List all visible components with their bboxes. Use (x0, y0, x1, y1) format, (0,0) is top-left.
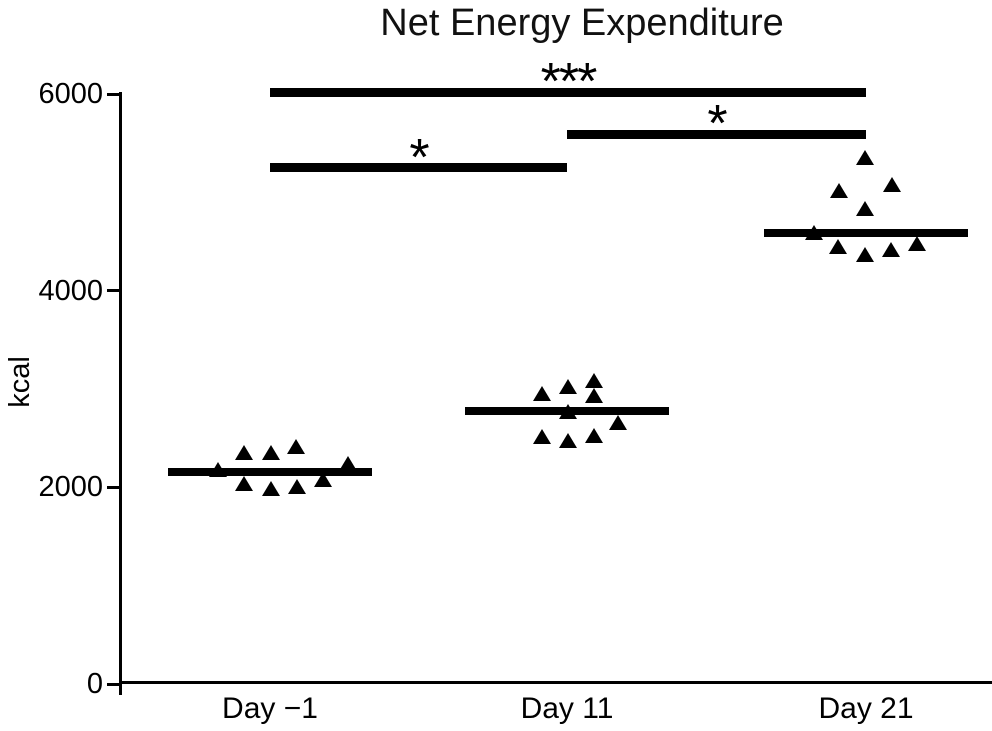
data-point-triangle (559, 378, 577, 394)
significance-bar (270, 87, 866, 97)
significance-bar (270, 163, 567, 173)
data-point-triangle (262, 480, 280, 496)
data-point-triangle (533, 428, 551, 444)
x-category-label: Day 11 (520, 692, 614, 725)
data-point-triangle (235, 475, 253, 491)
data-point-triangle (559, 432, 577, 448)
data-point-triangle (908, 235, 926, 251)
data-point-triangle (856, 150, 874, 166)
data-point-triangle (882, 241, 900, 257)
y-tick-mark (107, 682, 120, 686)
data-point-triangle (339, 456, 357, 472)
group-mean-line (764, 228, 968, 237)
x-category-label: Day 21 (818, 692, 914, 725)
data-point-triangle (262, 445, 280, 461)
data-point-triangle (609, 414, 627, 430)
significance-label: *** (540, 53, 598, 112)
y-tick-mark (107, 289, 120, 293)
data-point-triangle (585, 388, 603, 404)
y-tick-label: 6000 (38, 78, 103, 110)
x-category-label: Day −1 (222, 692, 318, 725)
data-point-triangle (883, 176, 901, 192)
data-point-triangle (856, 246, 874, 262)
x-axis-line (119, 681, 992, 684)
y-axis-label: kcal (4, 356, 36, 408)
significance-bar (567, 129, 866, 139)
y-tick-mark (107, 92, 120, 96)
data-point-triangle (829, 238, 847, 254)
y-tick-mark (107, 485, 120, 489)
data-point-triangle (585, 427, 603, 443)
significance-label: * (409, 128, 429, 187)
y-tick-label: 0 (86, 668, 103, 700)
data-point-triangle (287, 438, 305, 454)
data-point-triangle (585, 372, 603, 388)
significance-label: * (707, 95, 727, 154)
data-point-triangle (830, 182, 848, 198)
data-point-triangle (288, 478, 306, 494)
chart-title: Net Energy Expenditure (380, 2, 784, 44)
group-mean-line (465, 406, 669, 415)
group-mean-line (168, 467, 372, 476)
data-point-triangle (533, 386, 551, 402)
data-point-triangle (856, 200, 874, 216)
data-point-triangle (314, 471, 332, 487)
y-tick-label: 2000 (38, 471, 103, 504)
y-tick-label: 4000 (38, 274, 103, 307)
y-axis-line (119, 92, 122, 695)
data-point-triangle (235, 445, 253, 461)
